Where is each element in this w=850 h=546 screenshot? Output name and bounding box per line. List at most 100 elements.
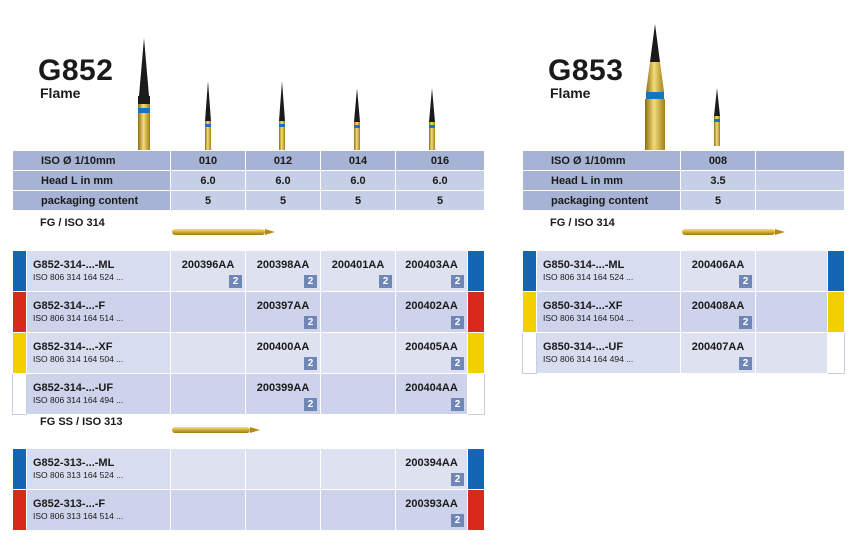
- spec-label: Head L in mm: [12, 170, 171, 191]
- pack-badge: 2: [451, 316, 464, 329]
- spec-label: ISO Ø 1/10mm: [12, 150, 171, 171]
- pack-badge: 2: [451, 398, 464, 411]
- table-row: G852-313-...-F ISO 806 313 164 514 ... 20…: [12, 489, 485, 531]
- spec-label: ISO Ø 1/10mm: [522, 150, 681, 171]
- bur-016-icon: [429, 88, 435, 153]
- iso-code: ISO 806 313 164 524 ...: [33, 470, 124, 480]
- spec-label: Head L in mm: [522, 170, 681, 191]
- grit-stripe-uf: [12, 373, 27, 415]
- article-table-g853-314: G850-314-...-ML ISO 806 314 164 524 ... 2…: [522, 250, 845, 374]
- order-number: 200393AA: [405, 498, 458, 510]
- article-code: G852-314-...-ML: [33, 259, 115, 271]
- spec-value: [755, 150, 845, 171]
- grit-stripe-ml: [12, 448, 27, 490]
- section-label-fg-ss-313: FG SS / ISO 313: [40, 416, 123, 428]
- bur-012-icon: [279, 81, 285, 153]
- grit-stripe-uf: [467, 373, 485, 415]
- bur-014-icon: [354, 88, 360, 153]
- pack-badge: 2: [451, 357, 464, 370]
- article-code: G852-313-...-F: [33, 498, 106, 510]
- spec-value: 008: [680, 150, 756, 171]
- pack-badge: 2: [739, 316, 752, 329]
- article-table-g852-313: G852-313-...-ML ISO 806 313 164 524 ... 2…: [12, 448, 485, 531]
- iso-code: ISO 806 314 164 494 ...: [543, 354, 634, 364]
- pack-badge: 2: [451, 473, 464, 486]
- grit-stripe-xf: [12, 332, 27, 374]
- table-row: G852-314-...-UF ISO 806 314 164 494 ... 2…: [12, 373, 485, 415]
- pack-badge: 2: [379, 275, 392, 288]
- spec-value: 3.5: [680, 170, 756, 191]
- pack-badge: 2: [451, 514, 464, 527]
- spec-row-iso: ISO Ø 1/10mm 010 012 014 016: [12, 150, 485, 171]
- spec-label: packaging content: [12, 190, 171, 211]
- pack-badge: 2: [304, 275, 317, 288]
- grit-stripe-uf: [522, 332, 537, 374]
- article-code: G850-314-...-UF: [543, 341, 624, 353]
- table-row: G852-314-...-XF ISO 806 314 164 504 ... 2…: [12, 332, 485, 374]
- spec-value: 012: [245, 150, 321, 171]
- grit-stripe-ml: [522, 250, 537, 292]
- pack-badge: 2: [229, 275, 242, 288]
- order-number: 200404AA: [405, 382, 458, 394]
- article-code: G850-314-...-XF: [543, 300, 623, 312]
- bur-illustrations-g852: [138, 38, 435, 153]
- spec-row-head-length: Head L in mm 6.0 6.0 6.0 6.0: [12, 170, 485, 191]
- pack-badge: 2: [739, 357, 752, 370]
- spec-value: [755, 190, 845, 211]
- spec-value: 5: [170, 190, 246, 211]
- spec-value: 5: [395, 190, 485, 211]
- order-number: 200403AA: [405, 259, 458, 271]
- grit-stripe-ml: [467, 250, 485, 292]
- grit-stripe-xf: [522, 291, 537, 333]
- grit-stripe-f: [12, 291, 27, 333]
- spec-value: 5: [320, 190, 396, 211]
- article-code: G852-314-...-UF: [33, 382, 114, 394]
- spec-table-g853: ISO Ø 1/10mm 008 Head L in mm 3.5 packag…: [522, 150, 845, 211]
- product-title-g853: G853: [548, 54, 624, 87]
- spec-value: 5: [245, 190, 321, 211]
- bur-large-icon: [645, 24, 665, 151]
- article-code: G852-314-...-XF: [33, 341, 113, 353]
- pack-badge: 2: [304, 357, 317, 370]
- grit-stripe-ml: [467, 448, 485, 490]
- pack-badge: 2: [739, 275, 752, 288]
- bur-008-icon: [714, 88, 720, 146]
- article-code: G852-314-...-F: [33, 300, 106, 312]
- pack-badge: 2: [304, 316, 317, 329]
- spec-value: 6.0: [320, 170, 396, 191]
- order-number: 200399AA: [256, 382, 310, 394]
- pack-badge: 2: [451, 275, 464, 288]
- spec-value: 6.0: [245, 170, 321, 191]
- product-title-g852: G852: [38, 54, 114, 87]
- article-table-g852-314: G852-314-...-ML ISO 806 314 164 524 ... 2…: [12, 250, 485, 415]
- spec-value: 014: [320, 150, 396, 171]
- iso-code: ISO 806 314 164 524 ...: [543, 272, 634, 282]
- grit-stripe-uf: [827, 332, 845, 374]
- spec-value: 6.0: [170, 170, 246, 191]
- iso-code: ISO 806 314 164 524 ...: [33, 272, 124, 282]
- spec-value: 010: [170, 150, 246, 171]
- iso-code: ISO 806 314 164 504 ...: [33, 354, 124, 364]
- article-code: G852-313-...-ML: [33, 457, 115, 469]
- spec-row-packaging: packaging content 5 5 5 5: [12, 190, 485, 211]
- section-label-fg-314: FG / ISO 314: [550, 217, 615, 229]
- order-number: 200400AA: [256, 341, 310, 353]
- shank-fg-ss-icon: [172, 427, 260, 433]
- order-number: 200398AA: [256, 259, 310, 271]
- spec-row-iso: ISO Ø 1/10mm 008: [522, 150, 845, 171]
- product-subtitle-g852: Flame: [40, 85, 81, 101]
- iso-code: ISO 806 314 164 514 ...: [33, 313, 124, 323]
- order-number: 200396AA: [181, 259, 235, 271]
- table-row: G850-314-...-XF ISO 806 314 164 504 ... 2…: [522, 291, 845, 333]
- spec-value: 6.0: [395, 170, 485, 191]
- order-number: 200407AA: [691, 341, 745, 353]
- spec-value: [755, 170, 845, 191]
- order-number: 200401AA: [331, 259, 385, 271]
- table-row: G850-314-...-ML ISO 806 314 164 524 ... 2…: [522, 250, 845, 292]
- order-number: 200394AA: [405, 457, 458, 469]
- shank-fg-icon: [682, 229, 785, 235]
- product-subtitle-g853: Flame: [550, 85, 591, 101]
- spec-label: packaging content: [522, 190, 681, 211]
- grit-stripe-f: [12, 489, 27, 531]
- spec-table-g852: ISO Ø 1/10mm 010 012 014 016 Head L in m…: [12, 150, 485, 211]
